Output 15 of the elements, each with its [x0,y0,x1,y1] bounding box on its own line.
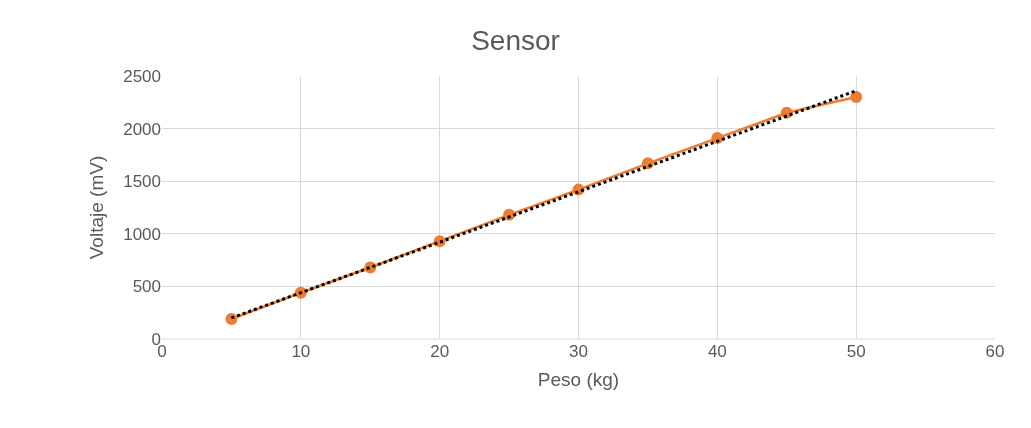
point [850,91,863,104]
x-tick-label: 10 [291,342,311,361]
y-tick-label: 500 [132,277,161,297]
chart-title: Sensor [471,24,560,56]
y-axis-title: Voltaje (mV) [86,155,108,260]
x-tick-label: 50 [846,342,866,361]
y-tick-label: 1500 [123,172,161,192]
x-tick-label: 30 [569,342,588,361]
x-tick-label: 60 [985,342,1005,361]
x-tick-label: 20 [430,342,450,361]
x-tick-label: 40 [707,342,727,361]
y-tick-label: 2500 [123,66,161,86]
x-axis-title: Peso (kg) [537,368,620,390]
y-tick-label: 2000 [123,119,161,139]
y-tick-label: 1000 [123,224,161,244]
